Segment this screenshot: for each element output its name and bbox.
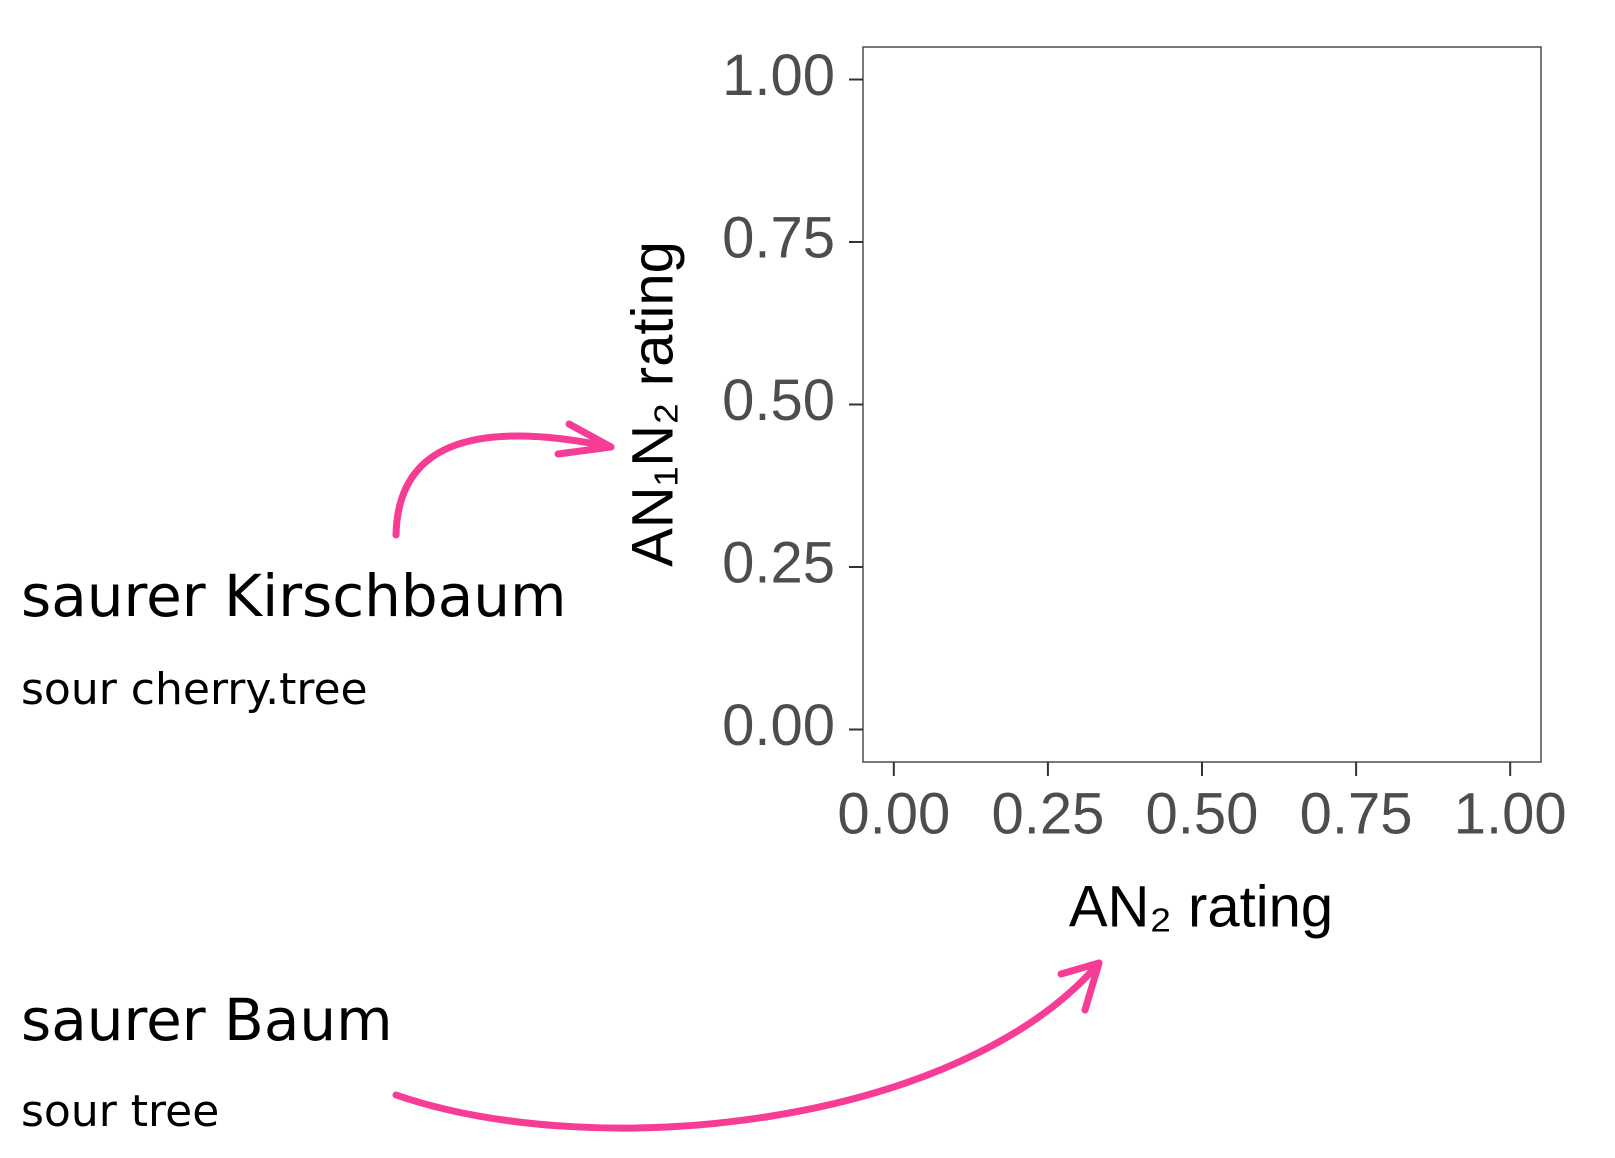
arrow: [392, 959, 1103, 1132]
x-axis-title: AN₂ rating: [1069, 874, 1333, 939]
y-tick-label: 1.00: [722, 43, 835, 108]
y-tick-label: 0.00: [722, 693, 835, 758]
arrow-head: [554, 420, 615, 458]
x-tick-label: 0.75: [1300, 781, 1413, 846]
x-tick-label: 0.00: [837, 781, 950, 846]
annotation-gloss: sour cherry.tree: [21, 664, 368, 715]
y-axis-title: AN₁N₂ rating: [620, 241, 685, 567]
y-tick-label: 0.25: [722, 530, 835, 595]
y-tick-label: 0.75: [722, 205, 835, 270]
x-tick-label: 0.25: [991, 781, 1104, 846]
annotation-text: saurer Baum: [21, 986, 393, 1054]
annotation-text: saurer Kirschbaum: [21, 562, 567, 630]
x-tick-label: 0.50: [1146, 781, 1259, 846]
x-tick-label: 1.00: [1454, 781, 1567, 846]
arrow: [392, 432, 615, 539]
panel: [862, 46, 1542, 763]
annotation-gloss: sour tree: [21, 1086, 219, 1137]
arrows: [392, 420, 1103, 1132]
y-tick-label: 0.50: [722, 368, 835, 433]
arrow-head: [1057, 959, 1103, 1014]
